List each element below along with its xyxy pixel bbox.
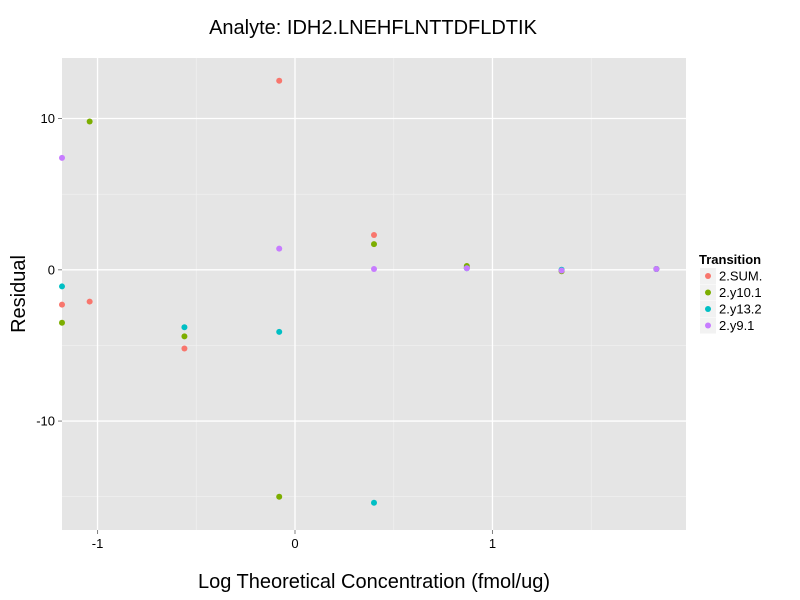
y-axis-title: Residual: [8, 255, 30, 333]
legend-marker: [705, 322, 711, 329]
x-tick-label: 1: [489, 536, 496, 551]
legend-marker: [705, 306, 711, 312]
y-tick-label: -10: [36, 414, 55, 429]
legend-marker: [705, 289, 711, 296]
major-gridlines: [62, 58, 686, 530]
legend-items: 2.SUM.2.y10.1 2.y13.22.y9.1: [700, 268, 762, 334]
legend-label: 2.y9.1: [719, 318, 754, 333]
legend-title: Transition: [699, 252, 761, 267]
legend: Transition 2.SUM.2.y10.1 2.y13.22.y9.1: [699, 252, 762, 334]
minor-gridlines: [62, 58, 686, 530]
x-axis-ticks: -1 0 1: [92, 530, 496, 551]
data-point: [59, 319, 65, 326]
data-point: [653, 266, 660, 273]
data-point: [276, 493, 283, 500]
legend-label: 2.y13.2: [719, 302, 762, 317]
data-point: [86, 298, 93, 305]
y-axis-ticks: -10 0 10: [36, 111, 62, 429]
data-point: [181, 345, 188, 352]
data-point: [181, 324, 188, 331]
data-point: [276, 328, 283, 335]
data-point: [371, 266, 377, 273]
data-point: [86, 118, 93, 125]
x-tick-label: -1: [92, 536, 104, 551]
data-point: [558, 267, 565, 274]
data-point: [463, 265, 470, 272]
y-tick-label: 0: [48, 262, 55, 277]
legend-label: 2.SUM.: [719, 269, 762, 284]
data-point: [181, 333, 188, 340]
plot-panel: [62, 58, 686, 530]
x-axis-title: Log Theoretical Concentration (fmol/ug): [198, 571, 550, 593]
data-point: [276, 245, 283, 252]
x-tick-label: 0: [291, 536, 298, 551]
data-point: [371, 232, 377, 238]
data-point: [59, 154, 65, 161]
y-tick-label: 10: [41, 111, 55, 126]
legend-label: 2.y10.1: [719, 285, 762, 300]
data-point: [371, 241, 377, 248]
data-point: [276, 77, 283, 84]
chart-title: Analyte: IDH2.LNEHFLNTTDFLDTIK: [209, 17, 538, 39]
data-point: [371, 499, 377, 506]
data-points: [59, 77, 660, 506]
data-point: [59, 283, 65, 290]
legend-marker: [705, 273, 711, 279]
data-point: [59, 301, 65, 308]
